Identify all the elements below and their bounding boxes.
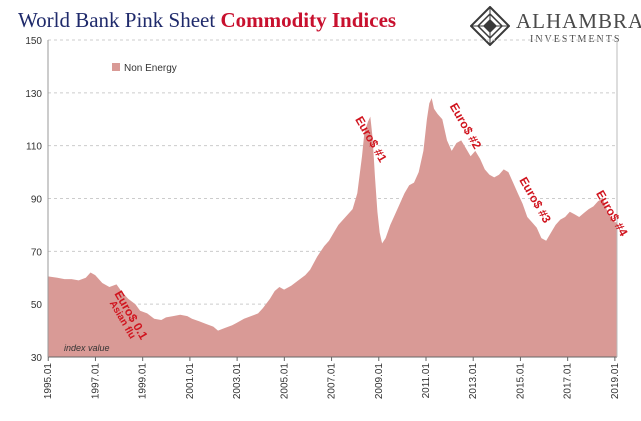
- x-tick-label: 2003.01: [232, 363, 243, 400]
- x-tick-label: 1997.01: [90, 363, 101, 400]
- legend-label: Non Energy: [124, 63, 177, 74]
- x-tick-label: 2017.01: [563, 363, 574, 400]
- x-tick-label: 2009.01: [374, 363, 385, 400]
- chart-title: World Bank Pink Sheet Commodity Indices: [18, 8, 396, 33]
- y-axis-title: index value: [64, 343, 110, 353]
- logo-subtitle: INVESTMENTS: [530, 34, 622, 45]
- series-area-non-energy: [48, 98, 617, 357]
- x-tick-label: 2005.01: [279, 363, 290, 400]
- x-tick-label: 1999.01: [138, 363, 149, 400]
- x-tick-label: 2011.01: [421, 363, 432, 399]
- x-tick-label: 2007.01: [327, 363, 338, 400]
- y-tick-label: 90: [31, 195, 43, 206]
- alhambra-logo: ALHAMBRA INVESTMENTS: [470, 6, 641, 50]
- y-tick-label: 130: [25, 89, 42, 100]
- chart-title-part1: World Bank Pink Sheet: [18, 8, 216, 32]
- chart-title-part2: Commodity Indices: [220, 8, 397, 32]
- y-tick-label: 30: [31, 353, 43, 364]
- y-tick-label: 50: [31, 300, 43, 311]
- y-tick-label: 150: [25, 36, 42, 47]
- legend-swatch: [112, 63, 120, 71]
- logo-diamond-icon: [470, 6, 510, 46]
- x-tick-label: 2019.01: [610, 363, 621, 400]
- annotation-label: Euro$ #2: [447, 101, 485, 152]
- legend: Non Energy: [112, 63, 177, 74]
- y-tick-label: 110: [26, 142, 42, 153]
- x-tick-label: 2015.01: [515, 363, 526, 400]
- x-tick-label: 1995.01: [43, 363, 54, 400]
- x-tick-label: 2013.01: [468, 363, 479, 400]
- y-tick-label: 70: [31, 247, 43, 258]
- logo-name: ALHAMBRA: [516, 9, 641, 33]
- x-tick-label: 2001.01: [185, 363, 196, 400]
